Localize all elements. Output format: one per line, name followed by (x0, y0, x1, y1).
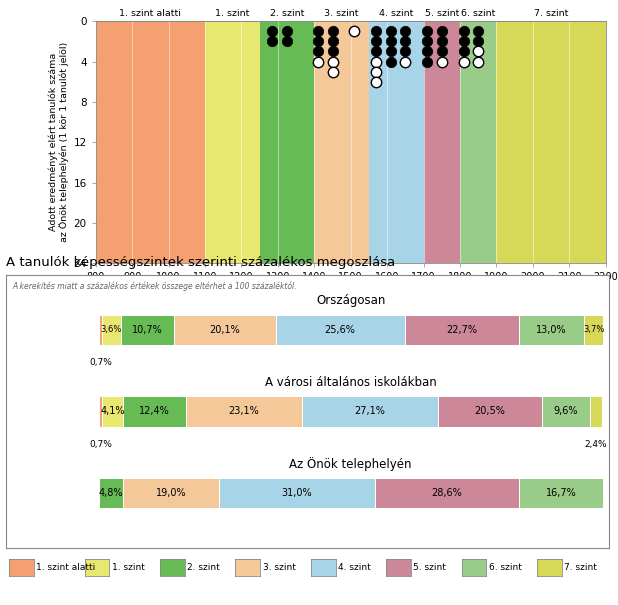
Bar (174, 315, 276, 345)
Text: Az Önök telephelyén: Az Önök telephelyén (289, 457, 412, 471)
Bar (205, 21, 260, 263)
Bar (99, 315, 103, 345)
Text: 19,0%: 19,0% (156, 488, 186, 498)
Text: 31,0%: 31,0% (282, 488, 312, 498)
Text: 6. szint: 6. szint (489, 563, 522, 572)
Bar (519, 315, 585, 345)
Bar (99, 478, 123, 508)
Text: 25,6%: 25,6% (324, 325, 355, 335)
Bar (123, 396, 185, 427)
Y-axis label: Adott eredményt elért tanulók száma
az Önök telephelyén (1 kör 1 tanulót jelöl): Adott eredményt elért tanulók száma az Ö… (48, 42, 69, 242)
Text: 2. szint: 2. szint (187, 563, 220, 572)
Text: 4,1%: 4,1% (101, 407, 125, 416)
Text: 13,0%: 13,0% (536, 325, 567, 335)
Text: 1. szint alatti: 1. szint alatti (36, 563, 96, 572)
Text: 4. szint: 4. szint (338, 563, 371, 572)
Text: 3,7%: 3,7% (583, 325, 604, 334)
Text: 9,6%: 9,6% (554, 407, 578, 416)
Bar (121, 315, 174, 345)
Text: 12,4%: 12,4% (139, 407, 170, 416)
Text: 16,7%: 16,7% (546, 488, 577, 498)
Text: A városi általános iskolákban: A városi általános iskolákban (265, 376, 436, 389)
Bar (99, 396, 103, 427)
Bar (541, 396, 590, 427)
Bar (103, 315, 121, 345)
Text: Országosan: Országosan (316, 295, 386, 307)
Text: 3,6%: 3,6% (101, 325, 122, 334)
Bar (123, 478, 219, 508)
Text: 20,5%: 20,5% (475, 407, 506, 416)
Bar (276, 315, 405, 345)
Text: 27,1%: 27,1% (355, 407, 386, 416)
Bar (185, 396, 302, 427)
Text: 22,7%: 22,7% (446, 325, 477, 335)
Text: 3. szint: 3. szint (263, 563, 295, 572)
Text: 7. szint: 7. szint (564, 563, 597, 572)
Bar (369, 21, 423, 263)
Text: 1. szint: 1. szint (112, 563, 145, 572)
Text: 20,1%: 20,1% (210, 325, 240, 335)
Bar (260, 21, 315, 263)
Text: A tanulók képességszintek szerinti százalékos megoszlása: A tanulók képességszintek szerinti száza… (6, 257, 396, 269)
Bar (103, 396, 123, 427)
Bar (438, 396, 541, 427)
Bar (302, 396, 438, 427)
Bar (519, 478, 603, 508)
Text: 2,4%: 2,4% (585, 440, 607, 449)
Bar (460, 21, 496, 263)
Text: 0,7%: 0,7% (89, 440, 112, 449)
Bar (423, 21, 460, 263)
Bar (219, 478, 375, 508)
Bar (585, 315, 603, 345)
Bar (96, 21, 205, 263)
Text: 10,7%: 10,7% (132, 325, 163, 335)
Text: 28,6%: 28,6% (431, 488, 462, 498)
Bar (315, 21, 369, 263)
Text: 5. szint: 5. szint (413, 563, 446, 572)
Bar (375, 478, 519, 508)
Text: A kerekítés miatt a százalékos értékek összege eltérhet a 100 százaléktól.: A kerekítés miatt a százalékos értékek ö… (12, 281, 297, 291)
Bar (590, 396, 602, 427)
Text: 23,1%: 23,1% (228, 407, 259, 416)
Text: 0,7%: 0,7% (89, 358, 112, 367)
Bar (405, 315, 519, 345)
Text: 4,8%: 4,8% (99, 488, 123, 498)
Bar (496, 21, 606, 263)
